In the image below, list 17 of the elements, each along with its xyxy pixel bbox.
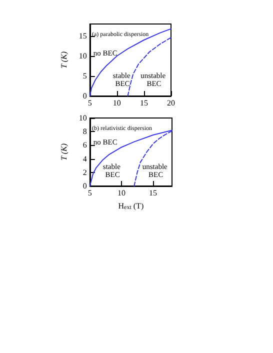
x-tick-label: 15 (140, 98, 148, 108)
x-tick-label: 10 (117, 188, 126, 198)
y-tick-label: 10 (78, 114, 87, 122)
x-tick-label: 15 (149, 188, 158, 198)
y-tick-label: 8 (82, 127, 87, 136)
y-axis-title: T (K) (60, 51, 68, 68)
y-axis-title: T (K) (60, 143, 68, 160)
y-tick-label: 4 (82, 154, 87, 164)
y-tick-label: 0 (82, 182, 87, 190)
y-tick-label: 15 (78, 32, 87, 40)
x-tick-label: 20 (167, 98, 175, 108)
y-tick-label: 5 (82, 72, 87, 80)
y-tick-label: 2 (82, 168, 87, 177)
y-tick-label: 6 (82, 140, 87, 150)
y-tick-label: 10 (78, 52, 87, 60)
y-tick-label: 0 (82, 92, 87, 100)
x-tick-label: 10 (112, 98, 121, 108)
